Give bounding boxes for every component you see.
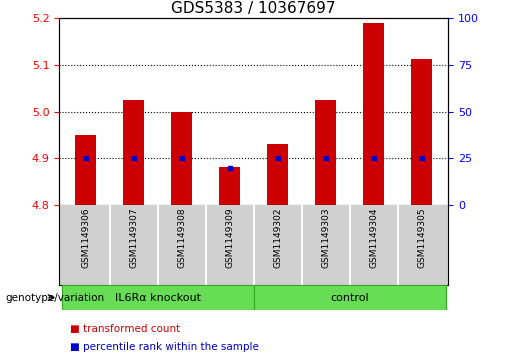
Bar	[267, 144, 288, 205]
Text: ■ percentile rank within the sample: ■ percentile rank within the sample	[70, 342, 259, 352]
Bar	[253, 285, 445, 310]
Text: GSM1149305: GSM1149305	[417, 208, 426, 268]
Text: GSM1149309: GSM1149309	[225, 208, 234, 268]
Text: control: control	[330, 293, 369, 303]
Text: GSM1149307: GSM1149307	[129, 208, 138, 268]
Text: GSM1149308: GSM1149308	[177, 208, 186, 268]
Bar	[411, 59, 433, 205]
Text: GSM1149306: GSM1149306	[81, 208, 90, 268]
Text: GSM1149302: GSM1149302	[273, 208, 282, 268]
Bar	[62, 285, 253, 310]
Text: genotype/variation: genotype/variation	[5, 293, 104, 303]
Title: GDS5383 / 10367697: GDS5383 / 10367697	[171, 1, 336, 16]
Bar	[123, 100, 144, 205]
Bar	[219, 167, 241, 205]
Bar	[75, 135, 96, 205]
Bar	[363, 23, 384, 205]
Text: GSM1149304: GSM1149304	[369, 208, 378, 268]
Text: GSM1149303: GSM1149303	[321, 208, 330, 268]
Text: IL6Rα knockout: IL6Rα knockout	[115, 293, 201, 303]
Bar	[315, 100, 336, 205]
Bar	[171, 111, 193, 205]
Text: ■ transformed count: ■ transformed count	[70, 323, 180, 334]
